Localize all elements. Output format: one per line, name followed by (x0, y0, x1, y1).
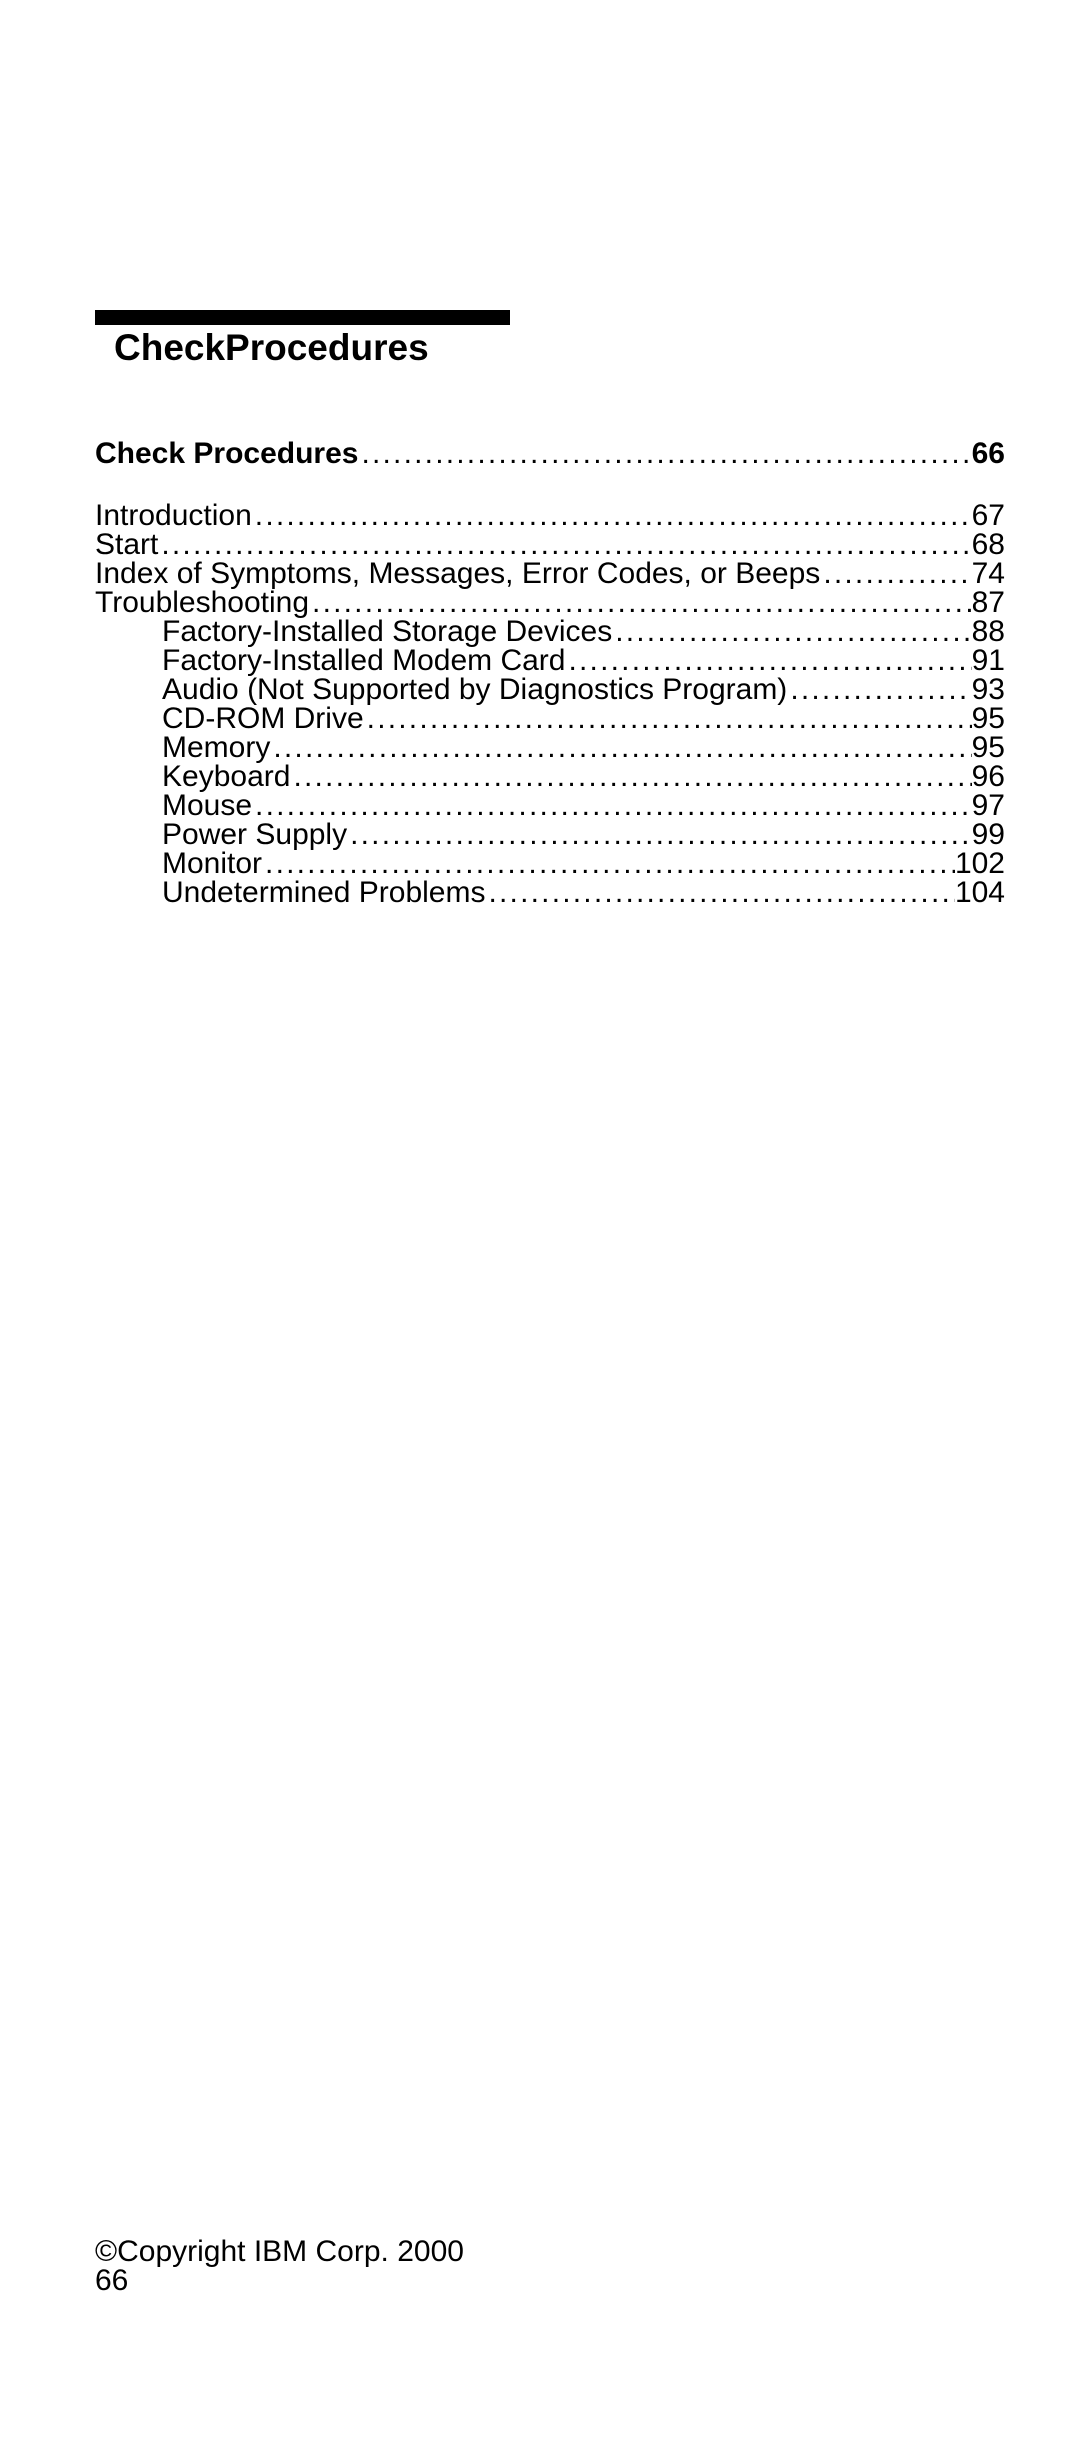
toc-entry-label: Power Supply (95, 820, 347, 850)
toc-entry-label: Mouse (95, 791, 252, 821)
toc-entry-row: Audio (Not Supported by Diagnostics Prog… (95, 675, 1005, 705)
toc-leader-dots: ........................................… (252, 501, 972, 531)
toc-entry-label: Memory (95, 733, 270, 763)
toc-entry-page: 88 (972, 617, 1005, 647)
toc-entry-row: Memory..................................… (95, 733, 1005, 763)
toc-leader-dots: ........................................… (347, 820, 972, 850)
toc-heading-row: Check Procedures .......................… (95, 439, 1005, 469)
toc-leader-dots: ........................................… (358, 439, 971, 469)
toc-leader-dots: ........................................… (820, 559, 971, 589)
toc-entry-label: CD-ROM Drive (95, 704, 364, 734)
toc-entry-page: 67 (972, 501, 1005, 531)
toc-entry-page: 87 (972, 588, 1005, 618)
toc-entry-label: Factory-Installed Storage Devices (95, 617, 612, 647)
toc-leader-dots: ........................................… (262, 849, 955, 879)
toc-leader-dots: ........................................… (290, 762, 971, 792)
toc-entry-label: Audio (Not Supported by Diagnostics Prog… (95, 675, 787, 705)
table-of-contents: Check Procedures .......................… (95, 439, 1005, 908)
toc-entry-page: 95 (972, 733, 1005, 763)
toc-entry-label: Troubleshooting (95, 588, 309, 618)
toc-entry-row: Mouse...................................… (95, 791, 1005, 821)
document-page: CheckProcedures Check Procedures .......… (0, 0, 1080, 2448)
toc-heading-page: 66 (972, 439, 1005, 469)
toc-entry-row: Power Supply............................… (95, 820, 1005, 850)
toc-leader-dots: ........................................… (612, 617, 971, 647)
toc-leader-dots: ........................................… (158, 530, 971, 560)
toc-entry-page: 96 (972, 762, 1005, 792)
toc-entry-page: 93 (972, 675, 1005, 705)
toc-entry-label: Start (95, 530, 158, 560)
toc-entry-row: Introduction............................… (95, 501, 1005, 531)
toc-entry-row: Keyboard................................… (95, 762, 1005, 792)
toc-entry-row: Troubleshooting.........................… (95, 588, 1005, 618)
toc-entry-page: 102 (955, 849, 1005, 879)
toc-entry-row: Factory-Installed Storage Devices.......… (95, 617, 1005, 647)
toc-entry-page: 104 (955, 878, 1005, 908)
toc-heading-label: Check Procedures (95, 439, 358, 469)
toc-leader-dots: ........................................… (787, 675, 971, 705)
toc-leader-dots: ........................................… (270, 733, 971, 763)
toc-leader-dots: ........................................… (309, 588, 972, 618)
toc-entry-page: 99 (972, 820, 1005, 850)
toc-entry-page: 91 (972, 646, 1005, 676)
toc-entry-label: Introduction (95, 501, 252, 531)
toc-entry-label: Index of Symptoms, Messages, Error Codes… (95, 559, 820, 589)
copyright-text: ©Copyright IBM Corp. 2000 (95, 2237, 464, 2267)
toc-entry-page: 68 (972, 530, 1005, 560)
toc-entry-label: Undetermined Problems (95, 878, 485, 908)
toc-entry-row: Undetermined Problems...................… (95, 878, 1005, 908)
page-number: 66 (95, 2266, 464, 2296)
toc-entry-page: 95 (972, 704, 1005, 734)
toc-entry-label: Monitor (95, 849, 262, 879)
toc-entry-label: Factory-Installed Modem Card (95, 646, 565, 676)
toc-entry-row: Index of Symptoms, Messages, Error Codes… (95, 559, 1005, 589)
toc-entry-page: 74 (972, 559, 1005, 589)
toc-leader-dots: ........................................… (485, 878, 954, 908)
section-title: CheckProcedures (114, 327, 970, 369)
toc-entry-row: CD-ROM Drive............................… (95, 704, 1005, 734)
toc-leader-dots: ........................................… (252, 791, 972, 821)
toc-entry-page: 97 (972, 791, 1005, 821)
section-rule (95, 310, 510, 325)
toc-leader-dots: ........................................… (364, 704, 972, 734)
toc-entry-row: Monitor.................................… (95, 849, 1005, 879)
toc-entry-row: Start...................................… (95, 530, 1005, 560)
toc-entry-label: Keyboard (95, 762, 290, 792)
page-footer: ©Copyright IBM Corp. 2000 66 (95, 2237, 464, 2296)
toc-leader-dots: ........................................… (565, 646, 971, 676)
toc-entry-row: Factory-Installed Modem Card............… (95, 646, 1005, 676)
